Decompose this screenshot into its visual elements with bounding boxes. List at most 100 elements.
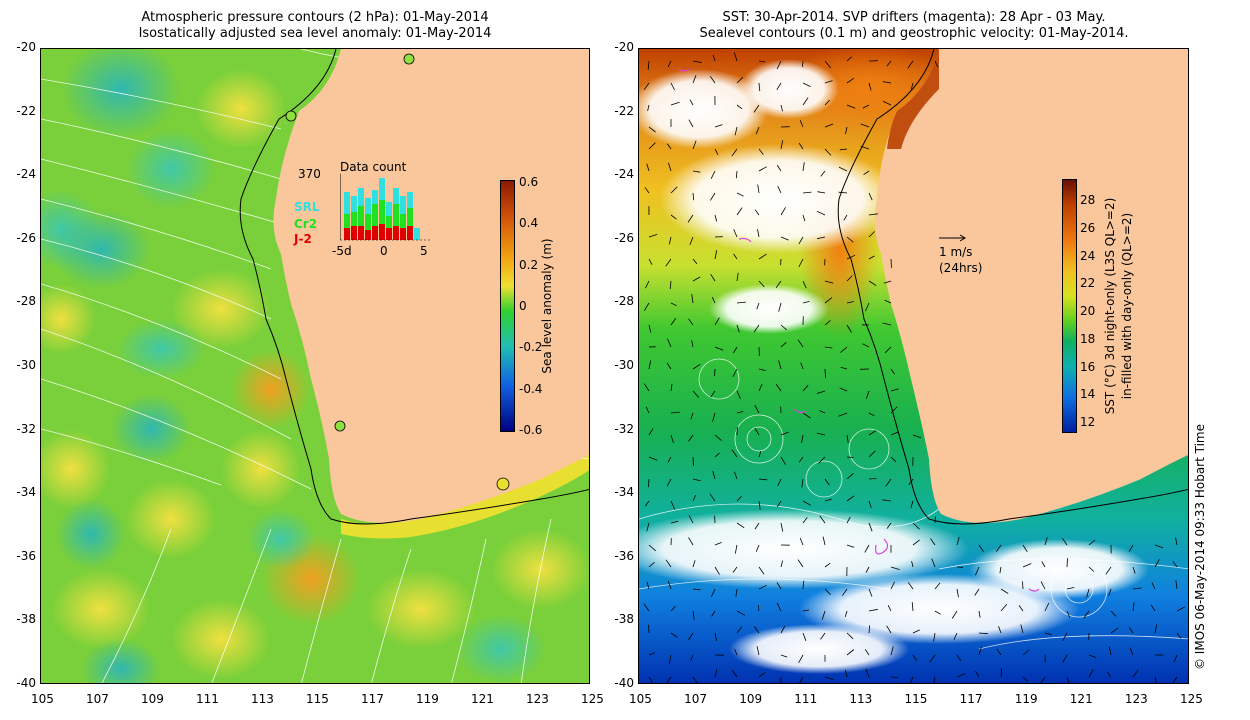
velocity-arrow <box>1022 544 1028 553</box>
velocity-arrow <box>757 604 760 612</box>
velocity-arrow <box>1040 676 1046 683</box>
velocity-arrow <box>736 324 740 333</box>
velocity-arrow <box>890 258 892 268</box>
velocity-arrow <box>860 123 870 128</box>
velocity-arrow <box>714 452 720 458</box>
velocity-arrow <box>865 668 870 678</box>
velocity-arrow <box>734 126 738 136</box>
sea-level-colorbar-tick: 0.4 <box>519 216 539 231</box>
velocity-arrow <box>887 605 892 612</box>
velocity-arrow <box>776 164 782 172</box>
velocity-arrow <box>824 148 832 156</box>
velocity-arrow <box>1107 671 1112 678</box>
velocity-arrow <box>802 301 810 304</box>
velocity-arrow <box>1128 544 1134 552</box>
velocity-arrow <box>802 97 809 106</box>
velocity-arrow <box>839 387 848 392</box>
velocity-arrow <box>776 82 782 91</box>
velocity-arrow <box>799 676 804 683</box>
velocity-arrow <box>824 676 834 680</box>
velocity-arrow <box>668 654 672 664</box>
velocity-arrow <box>709 493 716 502</box>
velocity-arrow <box>910 82 914 91</box>
velocity-arrow <box>712 470 716 480</box>
velocity-arrow <box>756 302 760 310</box>
velocity-arrow <box>691 340 694 348</box>
left-y-tick: -26 <box>16 230 36 245</box>
cloud-patch <box>659 144 899 254</box>
velocity-arrow <box>777 478 782 487</box>
sst-colorbar-tick: 14 <box>1080 387 1096 402</box>
velocity-arrow <box>1044 537 1048 546</box>
velocity-arrow <box>648 126 656 133</box>
velocity-arrow <box>666 676 672 683</box>
velocity-arrow <box>868 450 876 458</box>
velocity-arrow <box>1132 602 1135 612</box>
velocity-arrow <box>692 676 698 683</box>
left-y-tick: -36 <box>16 548 36 563</box>
velocity-arrow <box>712 54 716 62</box>
velocity-arrow <box>666 362 672 370</box>
velocity-arrow <box>1105 566 1112 575</box>
velocity-arrow <box>648 561 655 568</box>
velocity-arrow <box>868 192 873 201</box>
velocity-arrow <box>822 536 826 546</box>
velocity-arrow <box>912 522 920 530</box>
velocity-arrow <box>648 428 654 436</box>
velocity-arrow <box>688 318 694 326</box>
velocity-arrow <box>868 82 872 91</box>
velocity-arrow <box>692 192 695 201</box>
right-y-tick: -34 <box>614 485 634 500</box>
velocity-arrow <box>910 500 914 509</box>
velocity-arrow <box>758 450 762 458</box>
velocity-arrow <box>868 500 872 508</box>
velocity-arrow <box>736 411 744 414</box>
velocity-arrow <box>689 99 694 106</box>
velocity-arrow <box>799 537 804 546</box>
velocity-arrow <box>999 566 1002 574</box>
velocity-arrow <box>709 76 716 84</box>
sst-colorbar-tick: 12 <box>1080 415 1096 429</box>
sst-colorbar-tick: 20 <box>1080 304 1096 318</box>
velocity-arrow <box>824 368 826 378</box>
velocity-arrow <box>692 170 701 173</box>
velocity-arrow <box>1000 668 1002 678</box>
velocity-arrow <box>1022 563 1032 568</box>
sea-level-map-canvas <box>41 49 589 683</box>
velocity-arrow <box>753 626 760 634</box>
velocity-arrow <box>648 676 654 683</box>
velocity-arrow <box>863 170 870 176</box>
velocity-arrow <box>734 648 738 656</box>
inset-legend-srl: SRL <box>294 200 320 214</box>
velocity-arrow <box>1175 537 1178 546</box>
velocity-arrow <box>778 302 782 312</box>
velocity-arrow <box>1066 676 1070 683</box>
right-y-tick: -24 <box>614 167 634 182</box>
velocity-arrow <box>890 581 895 590</box>
sst-colorbar-tick: 22 <box>1080 276 1096 291</box>
velocity-arrow <box>1022 649 1030 656</box>
velocity-arrow <box>711 588 716 597</box>
velocity-arrow <box>758 253 767 260</box>
velocity-arrow <box>864 544 870 553</box>
australia-landmass <box>874 49 1188 523</box>
velocity-arrow <box>978 632 988 635</box>
velocity-arrow <box>710 390 716 398</box>
velocity-arrow <box>780 341 787 348</box>
velocity-arrow <box>978 610 981 618</box>
velocity-arrow <box>1154 544 1164 549</box>
velocity-arrow <box>802 60 804 68</box>
velocity-arrow <box>733 346 738 354</box>
velocity-arrow <box>692 560 696 568</box>
right-y-tick: -22 <box>614 103 634 118</box>
velocity-arrow <box>802 632 807 641</box>
velocity-arrow <box>816 432 826 436</box>
right-x-tick: 117 <box>959 692 983 706</box>
left-x-tick: 111 <box>196 692 219 706</box>
velocity-arrow <box>802 609 809 612</box>
right-x-tick: 123 <box>1124 692 1148 706</box>
velocity-arrow <box>798 142 804 150</box>
velocity-arrow <box>1154 559 1160 568</box>
velocity-arrow <box>1176 606 1185 612</box>
velocity-arrow <box>1151 582 1156 590</box>
